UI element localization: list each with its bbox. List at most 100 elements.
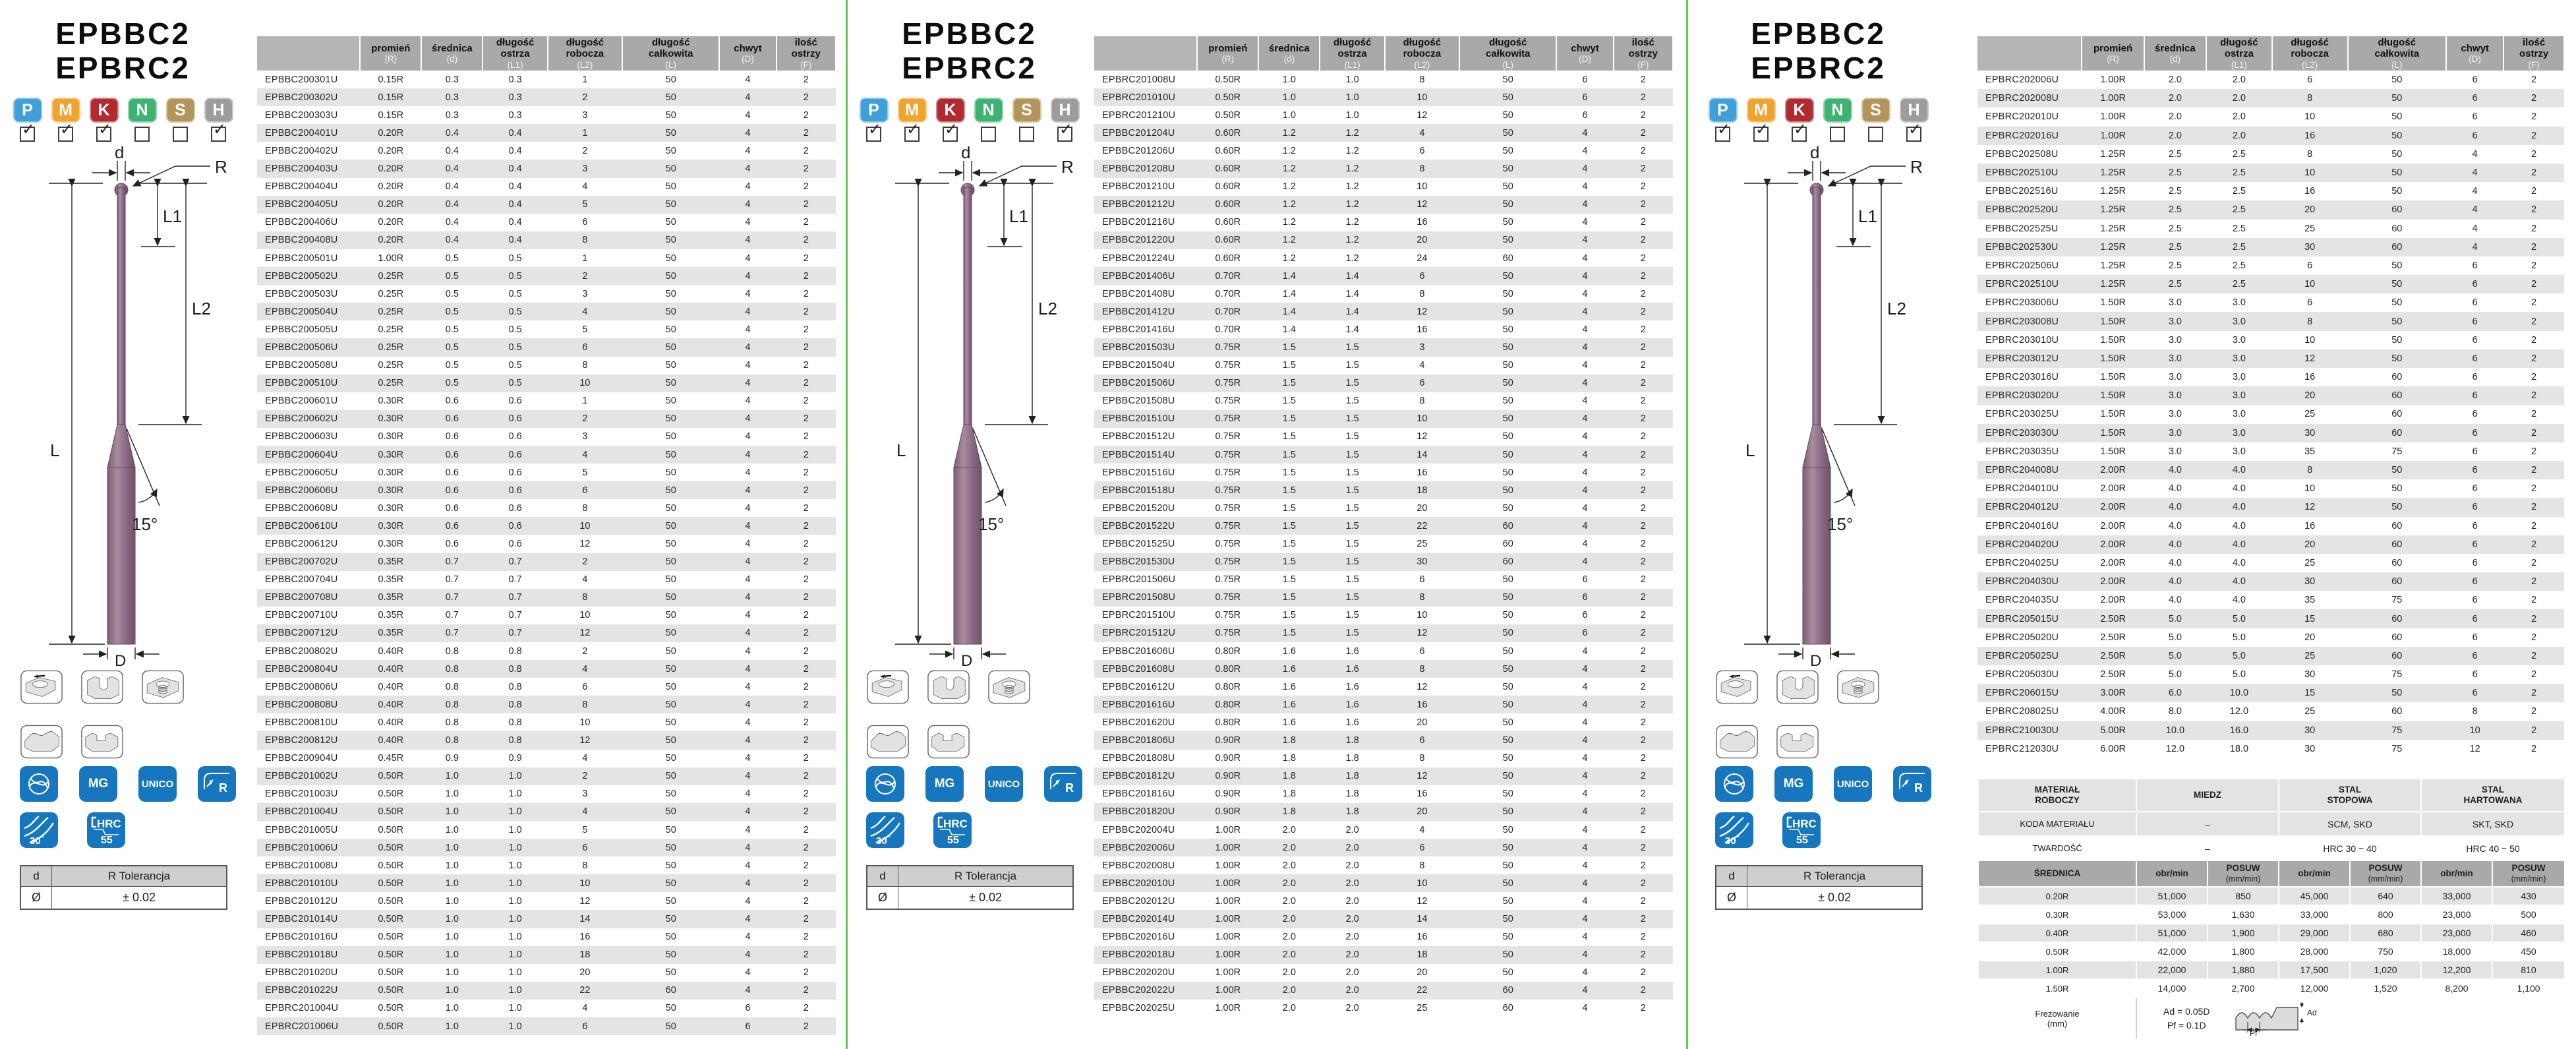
value-cell-dlugosc-calkowita: 50 xyxy=(1502,109,1513,121)
value-cell-chwyt: 6 xyxy=(2446,89,2504,108)
tool-technical-drawing: d R L1 L2 L 15° D xyxy=(49,146,227,667)
tool-drawing-wrap: d R L1 L2 L 15° D xyxy=(9,146,237,667)
value-cell-dlugosc-ostrza: 1.0 xyxy=(483,802,548,821)
value-cell-dlugosc-calkowita: 60 xyxy=(2347,572,2447,591)
value-cell-dlugosc-ostrza: 0.4 xyxy=(508,145,522,156)
value-cell-ilosc-ostrzy: 2 xyxy=(1613,267,1673,285)
part-number-cell: EPBBC202012U xyxy=(1102,895,1175,907)
spec-row: EPBBC201514U 0.75R 1.5 1.5 14 50 4 2 xyxy=(1094,445,1673,464)
value-cell-dlugosc-ostrza: 1.0 xyxy=(483,874,548,893)
part-number-cell: EPBBC201620U xyxy=(1102,717,1175,728)
value-cell-chwyt: 4 xyxy=(1556,874,1614,893)
value-cell-srednica: 2.0 xyxy=(2144,126,2207,145)
value-cell-dlugosc-robocza: 12 xyxy=(579,539,591,549)
value-cell-dlugosc-ostrza: 2.0 xyxy=(1345,860,1359,871)
value-cell-promien: 1.00R xyxy=(1197,910,1259,928)
value-cell-srednica: 1.0 xyxy=(1282,109,1296,121)
iso-checkbox-K: ✓ xyxy=(96,122,111,142)
svg-text:HRC: HRC xyxy=(97,818,121,830)
col-header-promien: promień (R) xyxy=(359,36,423,71)
cut-value-cell: 17,500 xyxy=(2278,960,2351,980)
spec-table-body: EPBRC202006U 1.00R 2.0 2.0 6 50 6 2 EPBRC202008U… xyxy=(1977,71,2564,758)
step-milling-icon xyxy=(1776,725,1819,759)
value-cell-dlugosc-ostrza: 0.4 xyxy=(508,217,522,228)
value-cell-dlugosc-robocza: 8 xyxy=(1419,396,1425,407)
value-cell-dlugosc-calkowita: 50 xyxy=(665,895,676,907)
value-cell-ilosc-ostrzy: 2 xyxy=(803,681,809,692)
value-cell-dlugosc-ostrza: 1.0 xyxy=(1320,88,1385,107)
value-cell-srednica: 0.3 xyxy=(421,88,483,107)
iso-item-K: K ✓ xyxy=(89,98,119,142)
value-cell-dlugosc-calkowita: 50 xyxy=(1502,824,1513,835)
value-cell-dlugosc-calkowita: 50 xyxy=(1459,160,1557,178)
value-cell-promien: 1.00R xyxy=(1215,860,1241,871)
value-cell-ilosc-ostrzy: 2 xyxy=(2531,372,2537,383)
spec-row: EPBBC201010U 0.50R 1.0 1.0 10 50 4 2 xyxy=(257,874,836,893)
dim-label-L1: L1 xyxy=(1858,206,1877,226)
value-cell-srednica: 1.4 xyxy=(1258,303,1320,321)
value-cell-dlugosc-ostrza: 0.6 xyxy=(508,467,522,478)
value-cell-dlugosc-calkowita: 50 xyxy=(665,324,676,335)
value-cell-promien: 0.30R xyxy=(378,502,404,514)
value-cell-dlugosc-ostrza: 3.0 xyxy=(2206,423,2272,442)
value-cell-promien: 0.75R xyxy=(1215,610,1241,621)
spec-row: EPBBC201003U 0.50R 1.0 1.0 3 50 4 2 xyxy=(257,785,836,803)
spec-row: EPBBC201606U 0.80R 1.6 1.6 6 50 4 2 xyxy=(1094,642,1673,660)
value-cell-promien: 0.80R xyxy=(1215,717,1241,728)
value-cell-promien: 3.00R xyxy=(2082,684,2144,703)
spec-row: EPBBC201820U 0.90R 1.8 1.8 20 50 4 2 xyxy=(1094,802,1673,821)
value-cell-chwyt: 4 xyxy=(1556,696,1614,714)
value-cell-promien: 0.80R xyxy=(1215,681,1241,692)
value-cell-promien: 4.00R xyxy=(2100,706,2126,717)
value-cell-srednica: 0.9 xyxy=(445,753,459,764)
spec-row: EPBBC200808U 0.40R 0.8 0.8 8 50 4 2 xyxy=(257,696,836,714)
value-cell-ilosc-ostrzy: 2 xyxy=(2503,609,2564,628)
value-cell-dlugosc-calkowita: 50 xyxy=(1459,839,1557,857)
value-cell-chwyt: 6 xyxy=(2472,75,2478,86)
value-cell-dlugosc-robocza: 16 xyxy=(2304,186,2316,197)
spec-badges-row: 30 ° HRC 55 xyxy=(866,812,972,848)
value-cell-dlugosc-robocza: 2 xyxy=(582,645,588,657)
spec-row: EPBBC200510U 0.25R 0.5 0.5 10 50 4 2 xyxy=(257,374,836,392)
value-cell-srednica: 1.5 xyxy=(1258,445,1320,464)
spec-row: EPBBC201002U 0.50R 1.0 1.0 2 50 4 2 xyxy=(257,767,836,785)
value-cell-dlugosc-calkowita: 60 xyxy=(2391,372,2403,383)
value-cell-ilosc-ostrzy: 2 xyxy=(776,231,836,249)
cut-data-row: 0.30R 53,000 1,630 33,000 800 23,000 500 xyxy=(1977,905,2566,924)
value-cell-chwyt: 4 xyxy=(745,717,751,728)
value-cell-srednica: 2.5 xyxy=(2144,163,2207,183)
spec-row: EPBBC201506U 0.75R 1.5 1.5 6 50 4 2 xyxy=(1094,374,1673,392)
part-number-cell: EPBBC201020U xyxy=(265,967,338,978)
value-cell-chwyt: 6 xyxy=(2472,669,2478,680)
value-cell-srednica: 2.0 xyxy=(1282,932,1296,943)
cut-value-cell: 750 xyxy=(2349,942,2422,961)
part-number-cell: EPBBC200710U xyxy=(265,610,338,621)
value-cell-ilosc-ostrzy: 2 xyxy=(2531,334,2537,345)
value-cell-dlugosc-ostrza: 1.5 xyxy=(1345,360,1359,371)
value-cell-dlugosc-calkowita: 75 xyxy=(2391,743,2403,754)
value-cell-dlugosc-robocza: 3 xyxy=(1384,338,1459,357)
cut-hardness-value-2: HRC 30 ~ 40 xyxy=(2277,835,2422,861)
cut-value-cell: 12,200 xyxy=(2420,960,2494,980)
spec-row: EPBBC200604U 0.30R 0.6 0.6 4 50 4 2 xyxy=(257,445,836,464)
value-cell-srednica: 1.0 xyxy=(421,802,483,821)
value-cell-dlugosc-calkowita: 60 xyxy=(1502,253,1513,264)
value-cell-srednica: 0.4 xyxy=(421,195,483,214)
value-cell-chwyt: 4 xyxy=(745,681,751,692)
cutting-params-table: MATERIAŁ ROBOCZY MIEDZ STAL STOPOWA STAL HARTO… xyxy=(1977,778,2566,1040)
cut-code-header: KODA MATERIAŁU xyxy=(1977,811,2137,837)
svg-text:30: 30 xyxy=(1725,835,1736,845)
value-cell-dlugosc-robocza: 5 xyxy=(582,467,588,478)
value-cell-ilosc-ostrzy: 2 xyxy=(2503,349,2564,369)
check-mark: ✓ xyxy=(945,121,958,138)
iso-badge-H: H xyxy=(1050,98,1080,123)
panel-info-column: EPBBC2 EPBRC2 P ✓ M ✓ K ✓ N S H ✓ xyxy=(856,0,1083,1049)
value-cell-dlugosc-robocza: 6 xyxy=(582,681,588,692)
value-cell-promien: 0.75R xyxy=(1197,374,1259,392)
value-cell-dlugosc-ostrza: 1.0 xyxy=(508,1003,522,1014)
step-milling-icon-wrap xyxy=(927,725,970,762)
value-cell-ilosc-ostrzy: 2 xyxy=(1640,467,1646,478)
value-cell-dlugosc-ostrza: 1.5 xyxy=(1320,409,1385,428)
value-cell-srednica: 1.5 xyxy=(1282,467,1296,478)
